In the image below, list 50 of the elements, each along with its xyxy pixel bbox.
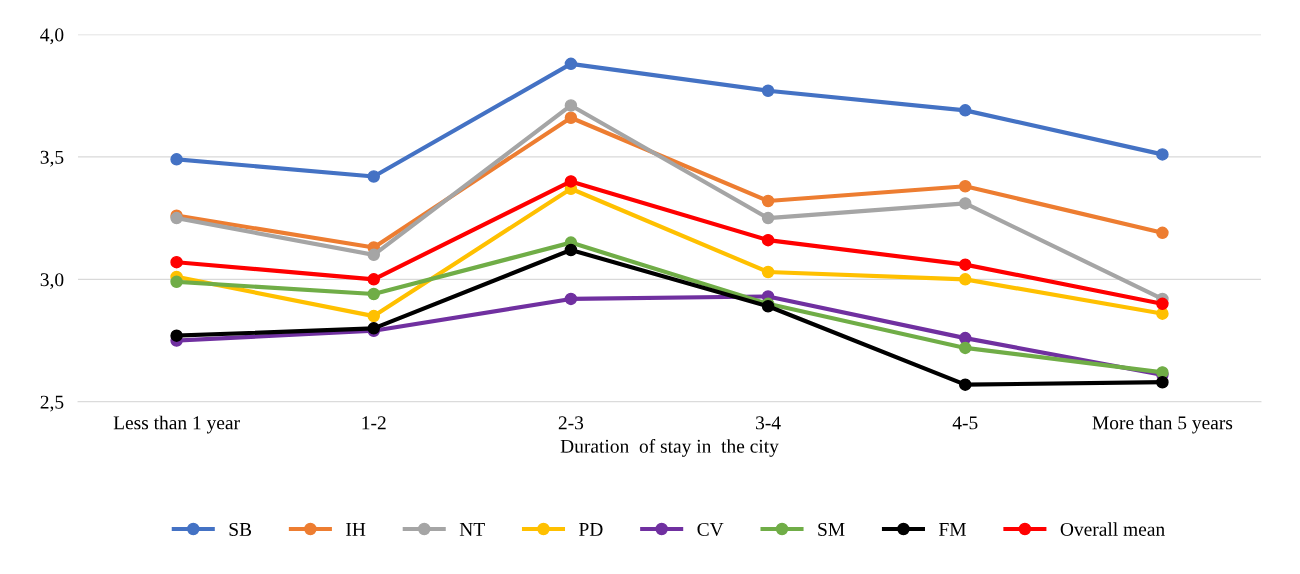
x-tick-label: 1-2	[362, 416, 386, 430]
y-tick-label: 2,5	[40, 395, 64, 412]
x-tick-label: Less than 1 year	[113, 415, 240, 434]
y-tick-label: 3,0	[40, 273, 64, 290]
point	[170, 329, 183, 342]
point	[170, 153, 183, 166]
point	[564, 99, 578, 112]
point	[761, 194, 775, 208]
legend-label: FM	[939, 523, 966, 536]
legend-label: Overall mean	[1060, 522, 1165, 536]
point	[761, 84, 775, 98]
point	[761, 211, 775, 225]
y-tick-label: 3,5	[40, 150, 64, 167]
point	[367, 170, 381, 183]
point	[170, 255, 183, 269]
point	[1156, 226, 1169, 240]
point	[761, 233, 775, 247]
x-tick-label: 4-5	[952, 416, 978, 430]
point	[958, 104, 972, 117]
point	[564, 57, 578, 71]
point	[761, 265, 775, 279]
x-axis-title: Duration of stay in the city	[560, 438, 779, 457]
point	[564, 111, 578, 124]
point	[958, 273, 972, 286]
point	[1156, 148, 1169, 161]
point	[367, 248, 381, 262]
point	[958, 258, 972, 271]
y-tick-label: 4,0	[40, 28, 64, 45]
legend-label: CV	[697, 522, 724, 537]
point	[367, 309, 381, 323]
x-tick-label: 2-3	[558, 416, 584, 430]
legend-label: NT	[459, 523, 485, 536]
point	[958, 180, 972, 193]
point	[367, 273, 381, 286]
legend-label: PD	[579, 523, 603, 536]
point	[170, 275, 183, 289]
point	[1156, 375, 1169, 389]
point	[958, 378, 972, 391]
point	[1156, 297, 1169, 311]
point	[564, 292, 578, 306]
point	[564, 243, 578, 257]
legend-label: SM	[818, 522, 845, 536]
point	[958, 197, 972, 210]
x-tick-label: 3-4	[756, 416, 781, 430]
x-tick-label: More than 5 years	[1092, 415, 1233, 434]
point	[958, 341, 972, 355]
legend-label: IH	[346, 523, 366, 536]
point	[564, 175, 578, 188]
point	[367, 287, 381, 301]
legend-label: SB	[229, 522, 252, 536]
